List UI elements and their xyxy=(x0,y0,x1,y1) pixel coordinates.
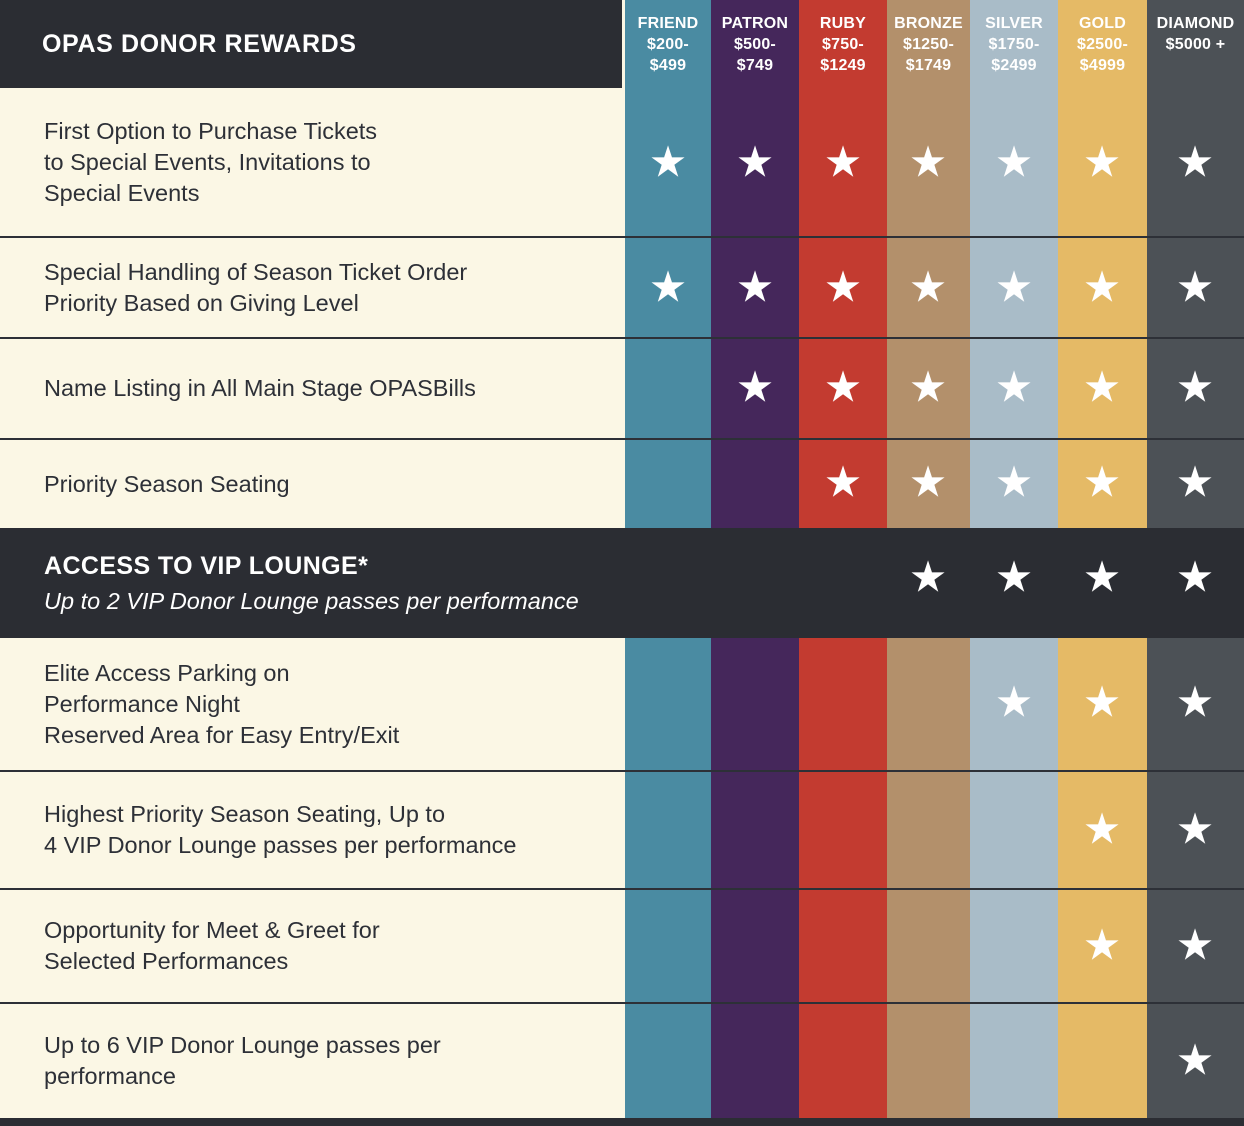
tier-header-silver: SILVER $1750- $2499 xyxy=(970,0,1058,76)
table-title-bar: OPAS DONOR REWARDS xyxy=(0,0,622,88)
tier-header-friend: FRIEND $200- $499 xyxy=(625,0,711,76)
tier-range-line2: $2499 xyxy=(991,57,1037,74)
tier-range-line1: $500- xyxy=(734,36,776,53)
row-divider xyxy=(0,236,1244,238)
tier-name: RUBY xyxy=(819,15,867,32)
vip-lounge-subtitle: Up to 2 VIP Donor Lounge passes per perf… xyxy=(44,587,579,614)
tier-range-line1: $2500- xyxy=(1076,36,1129,53)
tier-name: GOLD xyxy=(1078,15,1127,32)
tier-range-line2: $1249 xyxy=(820,57,866,74)
tier-name: FRIEND xyxy=(637,15,699,32)
vip-lounge-title: ACCESS TO VIP LOUNGE* xyxy=(44,551,369,580)
tier-range-line1: $750- xyxy=(822,36,864,53)
tier-name: BRONZE xyxy=(894,15,963,32)
tier-range-line1: $1750- xyxy=(988,36,1040,53)
benefit-label-meet-and-greet: Opportunity for Meet & Greet for Selecte… xyxy=(44,917,380,974)
benefit-label-name-listing: Name Listing in All Main Stage OPASBills xyxy=(44,375,476,401)
tier-name: PATRON xyxy=(721,15,789,32)
benefit-label-six-passes: Up to 6 VIP Donor Lounge passes per perf… xyxy=(44,1032,441,1089)
tier-range-line1: $1250- xyxy=(902,36,955,53)
tier-range-line2: $4999 xyxy=(1079,57,1126,74)
tier-header-patron: PATRON $500- $749 xyxy=(711,0,799,76)
vip-lounge-row: ACCESS TO VIP LOUNGE* Up to 2 VIP Donor … xyxy=(0,528,1244,638)
footer-strip xyxy=(0,1118,1244,1126)
tier-header-ruby: RUBY $750- $1249 xyxy=(799,0,887,76)
tier-range-line1: $5000 + xyxy=(1165,36,1226,53)
benefit-label-highest-priority: Highest Priority Season Seating, Up to 4… xyxy=(44,801,517,858)
table-title: OPAS DONOR REWARDS xyxy=(42,29,357,58)
tier-header-diamond: DIAMOND $5000 + xyxy=(1147,0,1244,55)
tier-range-line2: $499 xyxy=(649,57,687,74)
benefit-label-special-handling: Special Handling of Season Ticket Order … xyxy=(44,258,468,316)
tier-range-line1: $200- xyxy=(647,36,689,53)
tier-range-line2: $1749 xyxy=(905,57,952,74)
row-divider xyxy=(0,888,1244,890)
row-divider xyxy=(0,770,1244,772)
tier-header-bronze: BRONZE $1250- $1749 xyxy=(887,0,970,76)
benefit-label-first-option: First Option to Purchase Tickets to Spec… xyxy=(44,117,378,206)
tier-name: DIAMOND xyxy=(1156,15,1235,32)
tier-name: SILVER xyxy=(985,15,1043,32)
row-divider xyxy=(0,1002,1244,1004)
tier-header-gold: GOLD $2500- $4999 xyxy=(1058,0,1147,76)
benefit-label-priority-seating: Priority Season Seating xyxy=(44,470,290,497)
benefit-label-elite-parking: Elite Access Parking on Performance Nigh… xyxy=(44,659,400,748)
row-divider xyxy=(0,337,1244,339)
row-divider xyxy=(0,438,1244,440)
tier-range-line2: $749 xyxy=(736,57,774,74)
